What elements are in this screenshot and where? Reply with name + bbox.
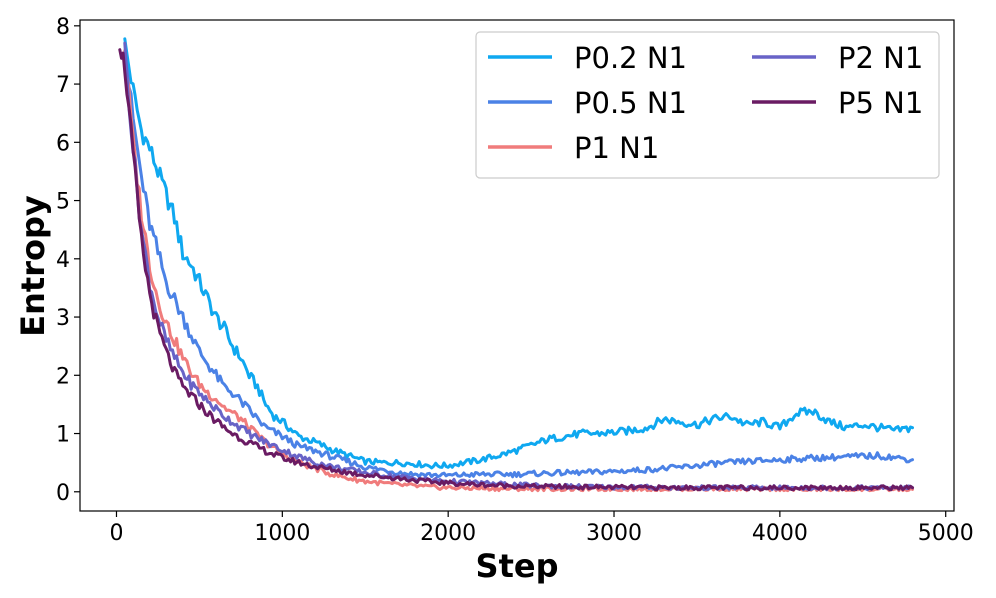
legend-label: P1 N1 [574,131,659,165]
x-tick-label: 1000 [254,521,310,546]
y-axis-title: Entropy [14,195,52,337]
x-tick-label: 5000 [918,521,974,546]
y-tick-label: 1 [56,423,70,448]
legend-label: P0.5 N1 [574,86,687,120]
legend-frame [475,31,940,179]
series-line-p0-5-n1 [123,55,914,479]
series-layer [118,37,914,493]
y-tick-label: 3 [56,306,70,331]
x-tick-label: 0 [109,521,123,546]
y-tick-label: 7 [56,73,70,98]
y-tick-label: 4 [56,248,70,273]
legend-label: P5 N1 [838,86,923,120]
x-tick-label: 2000 [420,521,476,546]
x-axis: 0 1000 2000 3000 4000 5000 [109,511,974,546]
x-tick-label: 3000 [586,521,642,546]
x-axis-title: Step [476,547,559,585]
x-tick-label: 4000 [752,521,808,546]
series-line-p5-n1 [118,48,914,492]
legend-label: P0.2 N1 [574,41,687,75]
y-tick-label: 8 [56,15,70,40]
y-tick-label: 2 [56,364,70,389]
y-tick-label: 0 [56,481,70,506]
series-line-p0-2-n1 [123,37,914,470]
y-tick-label: 5 [56,190,70,215]
y-axis: 0 1 2 3 4 5 6 7 8 [56,15,80,506]
plot-frame [79,19,955,512]
legend: P0.2 N1 P0.5 N1 P1 N1 P2 N1 P5 N1 [475,31,940,179]
y-tick-label: 6 [56,131,70,156]
legend-label: P2 N1 [838,41,923,75]
